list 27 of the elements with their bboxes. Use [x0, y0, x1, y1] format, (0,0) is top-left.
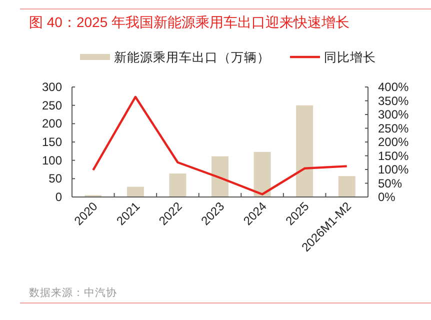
bar — [169, 174, 186, 197]
y-tick-label: 200 — [42, 116, 62, 131]
y-tick-label: 150 — [42, 135, 62, 149]
y-tick-label: 250 — [42, 98, 62, 112]
y-tick-label: 0 — [55, 190, 62, 204]
y-tick-label: 50 — [48, 172, 62, 186]
chart-title: 图 40：2025 年我国新能源乘用车出口迎来快速增长 — [29, 14, 350, 30]
bar — [338, 176, 356, 197]
y2-tick-label: 350% — [378, 94, 410, 108]
y2-tick-label: 50% — [378, 176, 402, 190]
bar — [254, 152, 271, 197]
y-tick-label: 100 — [42, 153, 62, 168]
legend-label: 同比增长 — [324, 50, 376, 64]
y2-tick-label: 200% — [378, 135, 410, 149]
y2-tick-label: 250% — [378, 121, 410, 136]
y2-tick-label: 300% — [378, 108, 410, 122]
bar — [126, 186, 144, 197]
legend-label: 新能源乘用车出口（万辆） — [114, 50, 270, 64]
line-series — [92, 96, 348, 196]
y2-tick-label: 100% — [378, 162, 410, 176]
y-tick-label: 300 — [42, 80, 62, 94]
source-note: 数据来源：中汽协 — [29, 286, 117, 299]
bar — [212, 156, 228, 197]
y2-tick-label: 400% — [378, 80, 410, 94]
bar — [296, 105, 314, 197]
y2-tick-label: 0% — [378, 190, 396, 204]
y2-tick-label: 150% — [378, 148, 410, 163]
